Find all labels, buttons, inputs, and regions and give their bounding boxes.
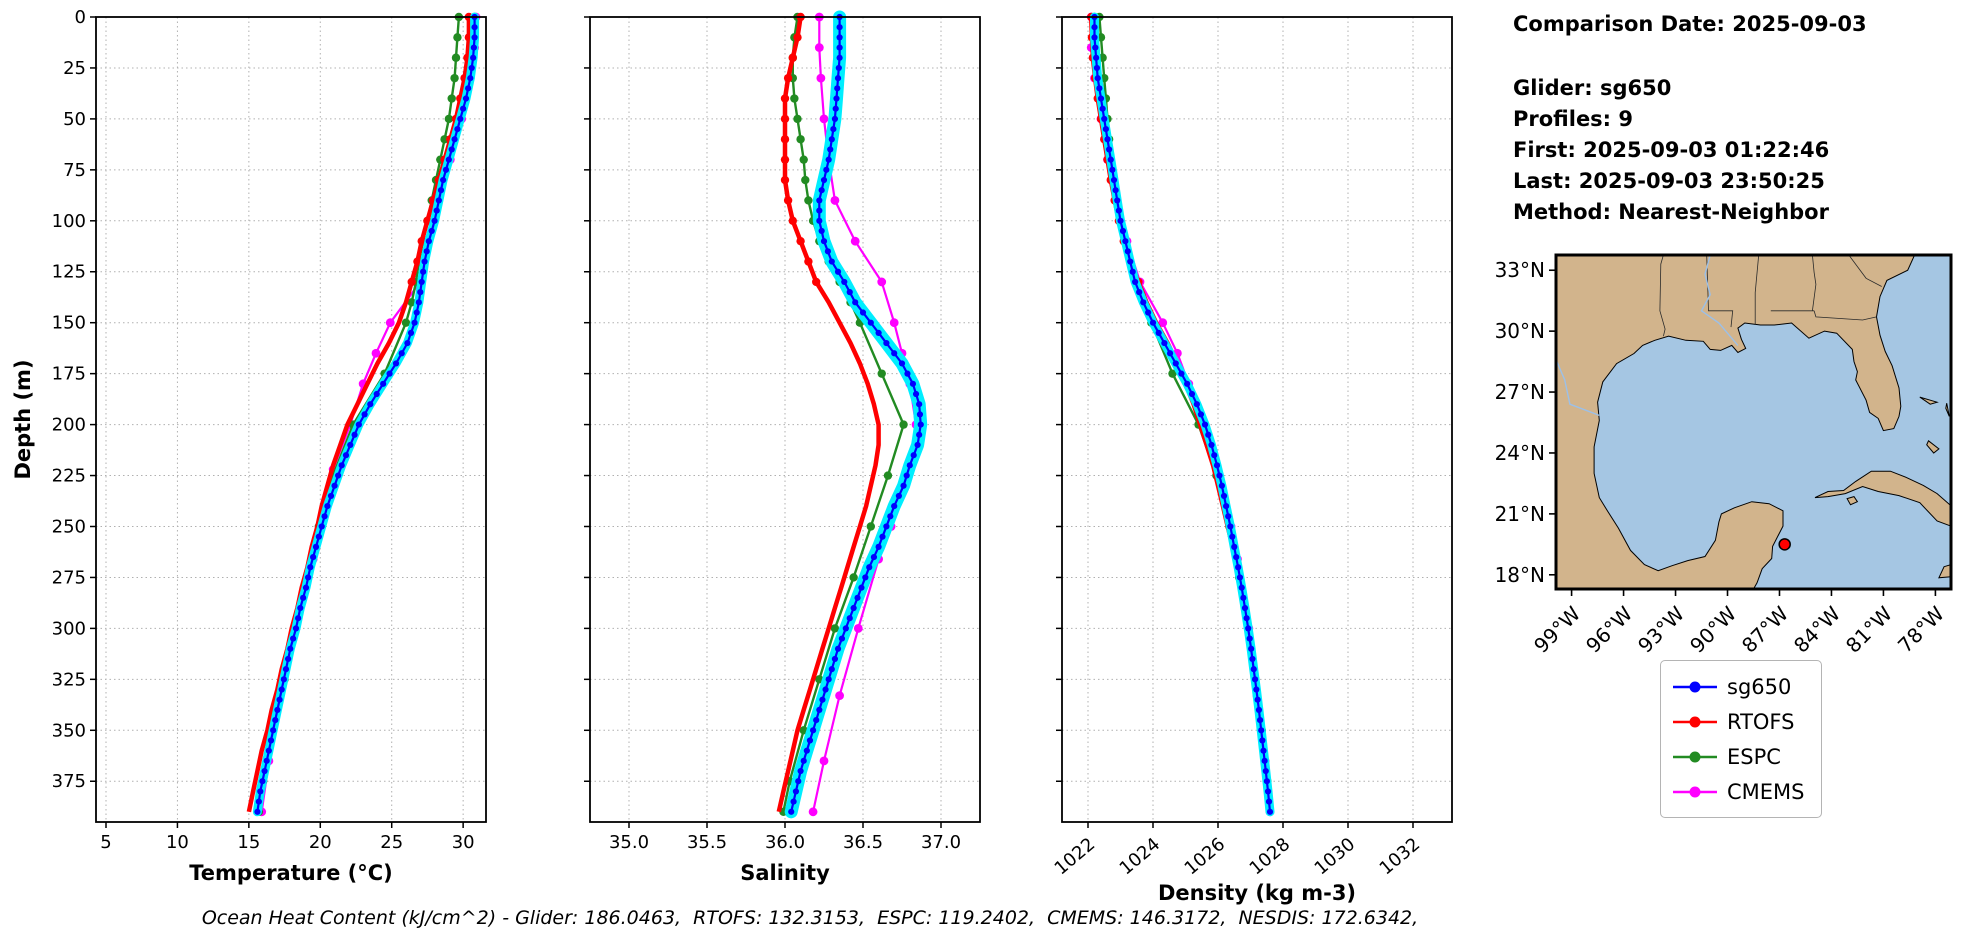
axis-ticks: 35.0 35.5 36.0 36.5 37.0 xyxy=(584,16,961,853)
y-tick-label: 350 xyxy=(52,720,86,741)
series-rtofs xyxy=(776,12,881,813)
series-sg650 xyxy=(784,10,928,819)
y-tick-label: 125 xyxy=(52,262,86,283)
series-cmems xyxy=(1086,12,1275,817)
ohc-caption: Ocean Heat Content (kJ/cm^2) - Glider: 1… xyxy=(201,907,1419,929)
series-espc xyxy=(254,12,464,817)
x-tick-label: 5 xyxy=(100,832,111,853)
lat-tick-label: 27°N xyxy=(1495,380,1545,404)
info-line: Glider: sg650 xyxy=(1513,76,1672,100)
lat-tick-label: 21°N xyxy=(1495,502,1545,526)
temperature-profile: 5 10 15 20 25 3002550751001251501752002252502… xyxy=(11,7,487,885)
x-tick-label: 1026 xyxy=(1181,834,1230,880)
lon-tick-label: 90°W xyxy=(1685,601,1741,657)
series-sg650 xyxy=(252,12,480,817)
y-tick-label: 250 xyxy=(52,516,86,537)
info-line: First: 2025-09-03 01:22:46 xyxy=(1513,138,1830,162)
axis-ticks: 5 10 15 20 25 3002550751001251501752002252502… xyxy=(52,7,475,853)
lat-tick-label: 30°N xyxy=(1495,319,1545,343)
x-tick-label: 20 xyxy=(309,832,332,853)
legend-entry-rtofs: RTOFS xyxy=(1671,704,1805,739)
y-tick-label: 325 xyxy=(52,669,86,690)
x-tick-label: 1030 xyxy=(1311,834,1360,880)
comparison-date: Comparison Date: 2025-09-03 xyxy=(1513,12,1867,36)
lon-tick-label: 96°W xyxy=(1581,601,1637,657)
y-tick-label: 175 xyxy=(52,364,86,385)
x-tick-label: 25 xyxy=(380,832,403,853)
lat-tick-label: 33°N xyxy=(1495,258,1545,282)
x-axis-label: Salinity xyxy=(740,861,830,885)
lon-tick-label: 78°W xyxy=(1893,601,1949,657)
legend-marker-icon xyxy=(1673,716,1717,727)
info-line: Last: 2025-09-03 23:50:25 xyxy=(1513,169,1825,193)
x-axis-label: Temperature (°C) xyxy=(189,861,392,885)
salinity-profile: 35.0 35.5 36.0 36.5 37.0 Salinity xyxy=(584,10,981,885)
x-tick-label: 1024 xyxy=(1116,834,1165,880)
legend-entry-sg650: sg650 xyxy=(1671,669,1805,704)
y-axis-label: Depth (m) xyxy=(11,359,35,479)
y-tick-label: 100 xyxy=(52,211,86,232)
legend-label: RTOFS xyxy=(1727,709,1795,734)
lon-tick-label: 93°W xyxy=(1633,601,1689,657)
profile-charts: 5 10 15 20 25 3002550751001251501752002252502… xyxy=(11,7,1453,905)
y-tick-label: 275 xyxy=(52,567,86,588)
lon-tick-label: 99°W xyxy=(1529,601,1585,657)
y-tick-label: 0 xyxy=(75,7,86,28)
x-tick-label: 35.0 xyxy=(609,832,649,853)
legend-label: CMEMS xyxy=(1727,779,1805,804)
map-land xyxy=(1556,255,1951,589)
legend: sg650 RTOFS ESPC CMEMS xyxy=(1660,660,1822,818)
y-tick-label: 25 xyxy=(63,58,86,79)
lon-tick-label: 87°W xyxy=(1737,601,1793,657)
x-tick-label: 35.5 xyxy=(687,832,727,853)
lon-tick-label: 81°W xyxy=(1841,601,1897,657)
grid xyxy=(96,16,486,822)
y-tick-label: 300 xyxy=(52,618,86,639)
legend-marker-icon xyxy=(1673,751,1717,762)
y-tick-label: 75 xyxy=(63,160,86,181)
y-tick-label: 375 xyxy=(52,771,86,792)
legend-entry-espc: ESPC xyxy=(1671,739,1805,774)
x-tick-label: 36.0 xyxy=(765,832,805,853)
legend-label: ESPC xyxy=(1727,744,1781,769)
y-tick-label: 50 xyxy=(63,109,86,130)
x-tick-label: 1032 xyxy=(1376,834,1425,880)
lon-tick-label: 84°W xyxy=(1789,601,1845,657)
legend-label: sg650 xyxy=(1727,674,1792,699)
series-sg650 xyxy=(1090,12,1275,817)
density-profile: 1022 1024 1026 1028 1030 1032 Density (kg m-3) xyxy=(1051,12,1453,905)
lat-tick-label: 24°N xyxy=(1495,441,1545,465)
x-tick-label: 37.0 xyxy=(921,832,961,853)
info-panel: Comparison Date: 2025-09-03 Glider: sg65… xyxy=(1513,12,1973,228)
info-line: Method: Nearest-Neighbor xyxy=(1513,200,1829,224)
x-tick-label: 15 xyxy=(237,832,260,853)
series xyxy=(1086,12,1275,817)
series-rtofs xyxy=(1087,12,1274,812)
plot-frame xyxy=(95,16,487,823)
x-tick-label: 1028 xyxy=(1246,834,1295,880)
plot-frame xyxy=(1061,16,1453,823)
x-tick-label: 10 xyxy=(166,832,189,853)
glider-info: Glider: sg650 Profiles: 9 First: 2025-09-0… xyxy=(1513,73,1973,228)
y-tick-label: 200 xyxy=(52,415,86,436)
x-tick-label: 1022 xyxy=(1051,834,1100,880)
y-tick-label: 150 xyxy=(52,313,86,334)
legend-entry-cmems: CMEMS xyxy=(1671,774,1805,809)
series-espc xyxy=(1095,12,1275,817)
legend-marker-icon xyxy=(1673,786,1717,797)
gulf-of-mexico-map: 33°N 30°N 27°N 24°N 21°N 18°N 99°W96°W93°W90°W… xyxy=(1495,253,1953,658)
x-tick-label: 36.5 xyxy=(843,832,883,853)
lat-tick-label: 18°N xyxy=(1495,563,1545,587)
x-axis-label: Density (kg m-3) xyxy=(1158,881,1356,905)
y-tick-label: 225 xyxy=(52,466,86,487)
series xyxy=(246,12,481,817)
legend-marker-icon xyxy=(1673,681,1717,692)
x-tick-label: 30 xyxy=(452,832,475,853)
glider-position-marker xyxy=(1778,538,1791,551)
map-frame xyxy=(1554,253,1953,591)
series xyxy=(776,10,928,819)
info-line: Profiles: 9 xyxy=(1513,107,1634,131)
